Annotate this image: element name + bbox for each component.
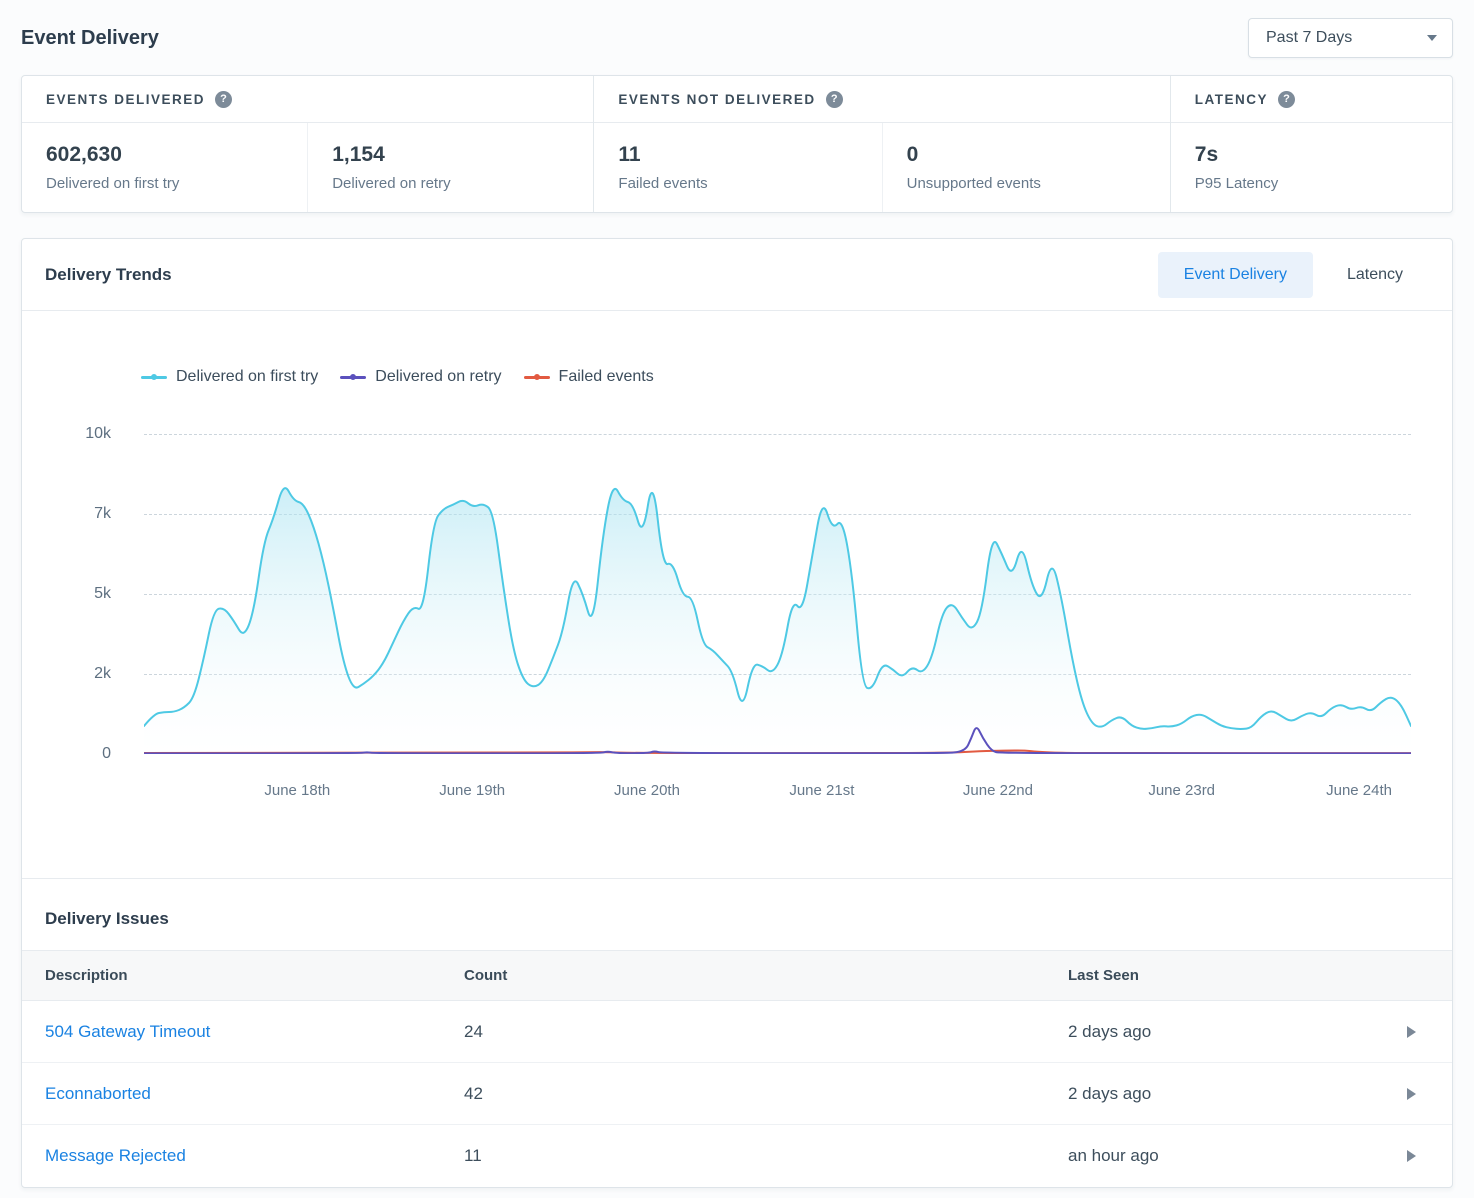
issue-last-seen: an hour ago — [1068, 1146, 1369, 1166]
x-axis-label: June 18th — [264, 782, 330, 799]
table-row[interactable]: 504 Gateway Timeout242 days ago — [22, 1001, 1452, 1063]
stat-metric: 11 Failed events — [594, 123, 881, 212]
chevron-down-icon — [1427, 35, 1437, 41]
stat-label: Failed events — [618, 175, 857, 192]
issues-title: Delivery Issues — [45, 909, 1429, 929]
help-icon[interactable] — [1278, 91, 1295, 108]
stat-group-header: LATENCY — [1171, 76, 1452, 123]
legend-item[interactable]: Failed events — [524, 368, 654, 386]
issue-link[interactable]: 504 Gateway Timeout — [45, 1022, 464, 1042]
stats-card: EVENTS DELIVERED 602,630 Delivered on firs… — [21, 75, 1453, 213]
issues-column-header: Count — [464, 967, 1068, 984]
y-axis-label: 10k — [85, 425, 111, 443]
chevron-right-icon[interactable] — [1407, 1026, 1416, 1038]
legend-label: Failed events — [559, 368, 654, 386]
chart-body: 10k7k5k2k0 June 18thJune 19thJune 20thJu… — [22, 434, 1452, 804]
series-area-delivered-first-try — [144, 488, 1411, 754]
chevron-right-icon[interactable] — [1407, 1150, 1416, 1162]
trends-card: Delivery Trends Event DeliveryLatency De… — [21, 238, 1453, 1188]
chart-legend: Delivered on first try Delivered on retry… — [141, 365, 1452, 389]
date-range-label: Past 7 Days — [1266, 29, 1352, 47]
page-title: Event Delivery — [21, 27, 159, 50]
x-axis-label: June 20th — [614, 782, 680, 799]
legend-marker-dot — [350, 374, 356, 380]
issue-last-seen: 2 days ago — [1068, 1084, 1369, 1104]
issue-link[interactable]: Econnaborted — [45, 1084, 464, 1104]
x-axis: June 18th June 19th June 20th June 21st June… — [144, 754, 1411, 804]
page: Event Delivery Past 7 Days EVENTS DELIVE… — [0, 0, 1474, 1188]
stat-group-title: EVENTS DELIVERED — [46, 92, 205, 107]
legend-label: Delivered on retry — [375, 368, 501, 386]
x-axis-label: June 19th — [439, 782, 505, 799]
page-header: Event Delivery Past 7 Days — [21, 16, 1453, 60]
issues-column-header: Last Seen — [1068, 967, 1369, 984]
issues-table: 504 Gateway Timeout242 days agoEconnabor… — [22, 1001, 1452, 1187]
legend-item[interactable]: Delivered on retry — [340, 368, 501, 386]
table-row[interactable]: Econnaborted422 days ago — [22, 1063, 1452, 1125]
stat-value: 11 — [618, 143, 857, 167]
stat-group-header: EVENTS DELIVERED — [22, 76, 593, 123]
x-axis-label: June 21st — [789, 782, 854, 799]
y-axis: 10k7k5k2k0 — [22, 434, 144, 754]
stat-label: Delivered on retry — [332, 175, 569, 192]
stat-value: 1,154 — [332, 143, 569, 167]
tab-latency[interactable]: Latency — [1321, 252, 1429, 298]
tabs: Event DeliveryLatency — [1158, 252, 1429, 298]
y-axis-label: 7k — [94, 505, 111, 523]
stat-group-title: LATENCY — [1195, 92, 1268, 107]
trends-title: Delivery Trends — [45, 265, 172, 285]
legend-label: Delivered on first try — [176, 368, 318, 386]
issues-table-header: DescriptionCountLast Seen — [22, 950, 1452, 1001]
issues-heading-wrap: Delivery Issues — [22, 879, 1452, 950]
x-axis-label: June 24th — [1326, 782, 1392, 799]
issue-last-seen: 2 days ago — [1068, 1022, 1369, 1042]
stat-group: EVENTS DELIVERED 602,630 Delivered on firs… — [22, 76, 593, 212]
tab-event-delivery[interactable]: Event Delivery — [1158, 252, 1313, 298]
issue-link[interactable]: Message Rejected — [45, 1146, 464, 1166]
stat-group: EVENTS NOT DELIVERED 11 Failed events 0 Unsu… — [593, 76, 1169, 212]
stat-metric: 7s P95 Latency — [1171, 123, 1452, 212]
stat-metric: 0 Unsupported events — [882, 123, 1170, 212]
delivery-issues-section: Delivery Issues DescriptionCountLast See… — [22, 878, 1452, 1187]
plot-area — [144, 434, 1411, 754]
x-axis-label: June 23rd — [1148, 782, 1215, 799]
trends-chart-svg — [144, 434, 1411, 754]
issue-count: 42 — [464, 1084, 1068, 1104]
legend-marker-dot — [534, 374, 540, 380]
issues-column-header: Description — [45, 967, 464, 984]
stat-label: P95 Latency — [1195, 175, 1428, 192]
stat-metrics: 11 Failed events 0 Unsupported events — [594, 123, 1169, 212]
stat-group-header: EVENTS NOT DELIVERED — [594, 76, 1169, 123]
stat-group: LATENCY 7s P95 Latency — [1170, 76, 1452, 212]
legend-marker-icon — [340, 371, 366, 383]
stat-group-title: EVENTS NOT DELIVERED — [618, 92, 815, 107]
stat-metrics: 602,630 Delivered on first try 1,154 Delive… — [22, 123, 593, 212]
help-icon[interactable] — [215, 91, 232, 108]
stat-value: 602,630 — [46, 143, 283, 167]
issue-count: 11 — [464, 1146, 1068, 1166]
stat-metric: 602,630 Delivered on first try — [22, 123, 307, 212]
legend-marker-icon — [524, 371, 550, 383]
issue-count: 24 — [464, 1022, 1068, 1042]
y-axis-label: 5k — [94, 585, 111, 603]
legend-marker-dot — [151, 374, 157, 380]
stat-value: 0 — [907, 143, 1146, 167]
y-axis-label: 0 — [102, 745, 111, 763]
help-icon[interactable] — [826, 91, 843, 108]
trends-chart: Delivered on first try Delivered on retry… — [22, 311, 1452, 878]
legend-marker-icon — [141, 371, 167, 383]
trends-header: Delivery Trends Event DeliveryLatency — [22, 239, 1452, 311]
stat-metric: 1,154 Delivered on retry — [307, 123, 593, 212]
date-range-dropdown[interactable]: Past 7 Days — [1248, 18, 1453, 58]
table-row[interactable]: Message Rejected11an hour ago — [22, 1125, 1452, 1187]
stat-label: Unsupported events — [907, 175, 1146, 192]
plot-column: June 18th June 19th June 20th June 21st June… — [144, 434, 1411, 804]
stat-label: Delivered on first try — [46, 175, 283, 192]
y-axis-label: 2k — [94, 665, 111, 683]
stat-value: 7s — [1195, 143, 1428, 167]
chevron-right-icon[interactable] — [1407, 1088, 1416, 1100]
legend-item[interactable]: Delivered on first try — [141, 368, 318, 386]
stat-metrics: 7s P95 Latency — [1171, 123, 1452, 212]
x-axis-label: June 22nd — [963, 782, 1033, 799]
